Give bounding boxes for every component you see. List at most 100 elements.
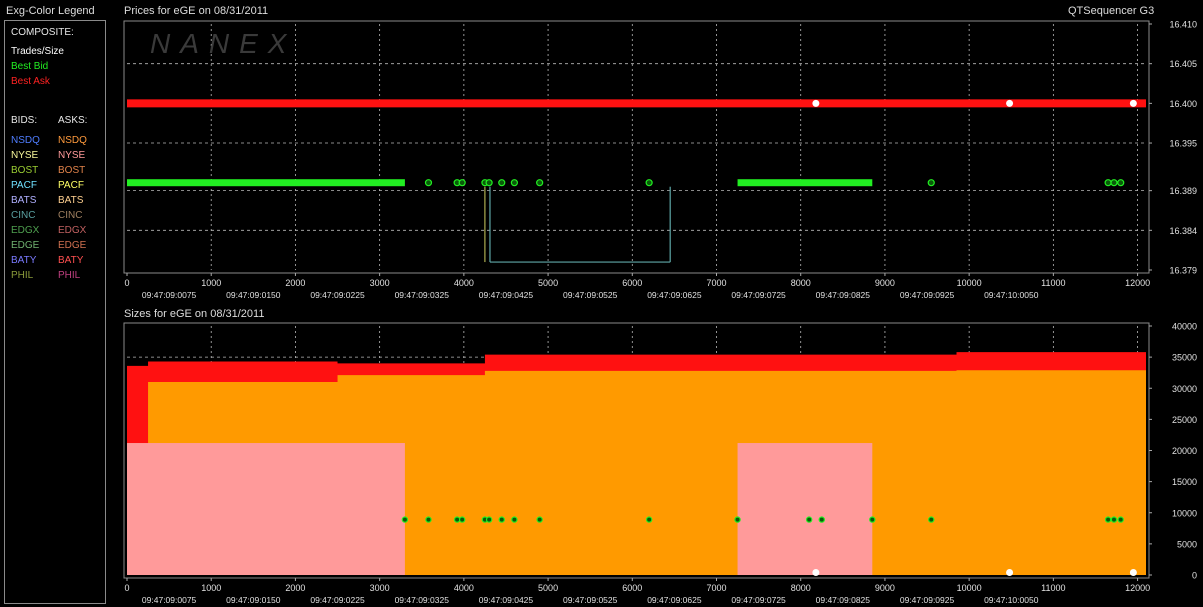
price-xtick-label: 12000 bbox=[1125, 278, 1150, 288]
size-time-label: 09:47:09:0825 bbox=[816, 595, 871, 605]
bids-header: BIDS: bbox=[11, 115, 38, 126]
legend-ask-pacf: PACF bbox=[58, 180, 84, 191]
price-chart: 0 1000 2000 3000 4000 5000 6000 7000 8000 9000 100… bbox=[123, 20, 1197, 300]
nyse-ask-size-block bbox=[127, 443, 405, 575]
price-xtick-label: 5000 bbox=[538, 278, 558, 288]
size-ytick-label: 40000 bbox=[1172, 322, 1197, 332]
size-ytick-label: 5000 bbox=[1177, 539, 1197, 549]
price-time-label: 09:47:09:0225 bbox=[310, 290, 365, 300]
size-xtick-label: 9000 bbox=[875, 583, 895, 593]
best-bid-size-point bbox=[511, 516, 518, 523]
size-time-label: 09:47:09:0925 bbox=[900, 595, 955, 605]
best-bid-size-point bbox=[401, 516, 409, 523]
best-bid-point bbox=[424, 179, 433, 187]
size-time-label: 09:47:10:0050 bbox=[984, 595, 1039, 605]
price-xtick-label: 7000 bbox=[706, 278, 726, 288]
legend-bid-bost: BOST bbox=[11, 165, 39, 176]
best-bid-size-point bbox=[485, 516, 493, 523]
best-bid-size-point bbox=[818, 516, 825, 523]
size-time-label: 09:47:09:0725 bbox=[731, 595, 786, 605]
size-ytick-label: 10000 bbox=[1172, 508, 1197, 518]
legend-bid-baty: BATY bbox=[11, 255, 37, 266]
price-ytick-label: 16.410 bbox=[1169, 20, 1197, 30]
trade-point bbox=[812, 99, 820, 107]
nanex-watermark: NANEX bbox=[150, 28, 296, 59]
legend-bid-phil: PHIL bbox=[11, 270, 34, 281]
best-bid-point bbox=[645, 179, 653, 187]
trade-size-point bbox=[1006, 569, 1014, 577]
size-xtick-label: 1000 bbox=[201, 583, 221, 593]
price-time-label: 09:47:09:0525 bbox=[563, 290, 618, 300]
trade-size-point bbox=[1129, 569, 1137, 577]
size-ytick-label: 0 bbox=[1192, 571, 1197, 581]
best-bid-size-point bbox=[1117, 516, 1124, 523]
trade-size-point bbox=[812, 569, 820, 577]
price-xtick-label: 4000 bbox=[454, 278, 474, 288]
best-bid-size-point bbox=[869, 516, 876, 523]
price-time-label: 09:47:09:0325 bbox=[395, 290, 450, 300]
price-ytick-label: 16.389 bbox=[1169, 186, 1197, 196]
price-time-label: 09:47:09:0725 bbox=[731, 290, 786, 300]
size-ytick-label: 15000 bbox=[1172, 477, 1197, 487]
legend-ask-phil: PHIL bbox=[58, 270, 81, 281]
best-bid-size-point bbox=[458, 516, 466, 523]
size-chart-title: Sizes for eGE on 08/31/2011 bbox=[124, 308, 265, 320]
best-bid-size-point bbox=[928, 516, 935, 523]
size-xtick-label: 5000 bbox=[538, 583, 558, 593]
size-time-label: 09:47:09:0425 bbox=[479, 595, 534, 605]
size-time-label: 09:47:09:0150 bbox=[226, 595, 281, 605]
best-bid-band bbox=[127, 179, 405, 187]
price-frame bbox=[123, 20, 1150, 274]
composite-label: COMPOSITE: bbox=[11, 27, 74, 38]
size-time-label: 09:47:09:0225 bbox=[310, 595, 365, 605]
size-ytick-label: 30000 bbox=[1172, 384, 1197, 394]
best-bid-size-point bbox=[645, 516, 653, 523]
price-xtick-label: 8000 bbox=[791, 278, 811, 288]
price-time-label: 09:47:10:0050 bbox=[984, 290, 1039, 300]
price-ytick-label: 16.400 bbox=[1169, 99, 1197, 109]
best-bid-size-point bbox=[425, 516, 432, 523]
price-xtick-label: 11000 bbox=[1041, 278, 1065, 288]
best-bid-point bbox=[510, 179, 518, 187]
size-time-label: 09:47:09:0325 bbox=[395, 595, 450, 605]
price-xtick-label: 3000 bbox=[370, 278, 390, 288]
size-time-label: 09:47:09:0525 bbox=[563, 595, 618, 605]
size-xtick-label: 10000 bbox=[957, 583, 982, 593]
best-bid-size-point bbox=[1104, 516, 1112, 523]
best-bid-point bbox=[485, 179, 493, 187]
size-ytick-label: 20000 bbox=[1172, 446, 1197, 456]
best-bid-band bbox=[737, 179, 873, 187]
size-ytick-label: 25000 bbox=[1172, 415, 1197, 425]
best-bid-label: Best Bid bbox=[11, 61, 49, 72]
best-bid-point bbox=[458, 179, 466, 187]
legend-ask-nsdq: NSDQ bbox=[58, 135, 87, 146]
best-bid-point bbox=[498, 179, 506, 187]
legend-bid-nsdq: NSDQ bbox=[11, 135, 40, 146]
price-ytick-label: 16.405 bbox=[1169, 59, 1197, 69]
price-chart-title: Prices for eGE on 08/31/2011 bbox=[124, 5, 269, 17]
best-bid-size-point bbox=[1110, 516, 1118, 523]
legend-bid-cinc: CINC bbox=[11, 210, 36, 221]
exchange-color-legend: COMPOSITE: Trades/Size Best Bid Best Ask… bbox=[4, 20, 106, 604]
best-bid-size-point bbox=[498, 516, 505, 523]
size-time-label: 09:47:09:0075 bbox=[142, 595, 197, 605]
best-bid-point bbox=[1110, 179, 1118, 187]
price-time-label: 09:47:09:0425 bbox=[479, 290, 534, 300]
price-ytick-label: 16.395 bbox=[1169, 139, 1197, 149]
price-time-label: 09:47:09:0625 bbox=[647, 290, 702, 300]
best-ask-label: Best Ask bbox=[11, 76, 50, 87]
size-time-label: 09:47:09:0625 bbox=[647, 595, 702, 605]
nyse-ask-size-block bbox=[737, 443, 873, 575]
best-bid-size-point bbox=[805, 516, 813, 523]
price-time-label: 09:47:09:0075 bbox=[142, 290, 197, 300]
best-bid-size-point bbox=[453, 516, 461, 523]
app-name: QTSequencer G3 bbox=[1068, 5, 1155, 17]
price-xtick-label: 10000 bbox=[957, 278, 982, 288]
price-xtick-label: 9000 bbox=[875, 278, 895, 288]
asks-header: ASKS: bbox=[58, 115, 88, 126]
legend-title: Exg-Color Legend bbox=[6, 5, 95, 17]
price-xtick-label: 0 bbox=[124, 278, 129, 288]
legend-bid-edgx: EDGX bbox=[11, 225, 40, 236]
size-xtick-label: 4000 bbox=[454, 583, 474, 593]
price-ytick-label: 16.384 bbox=[1169, 226, 1197, 236]
